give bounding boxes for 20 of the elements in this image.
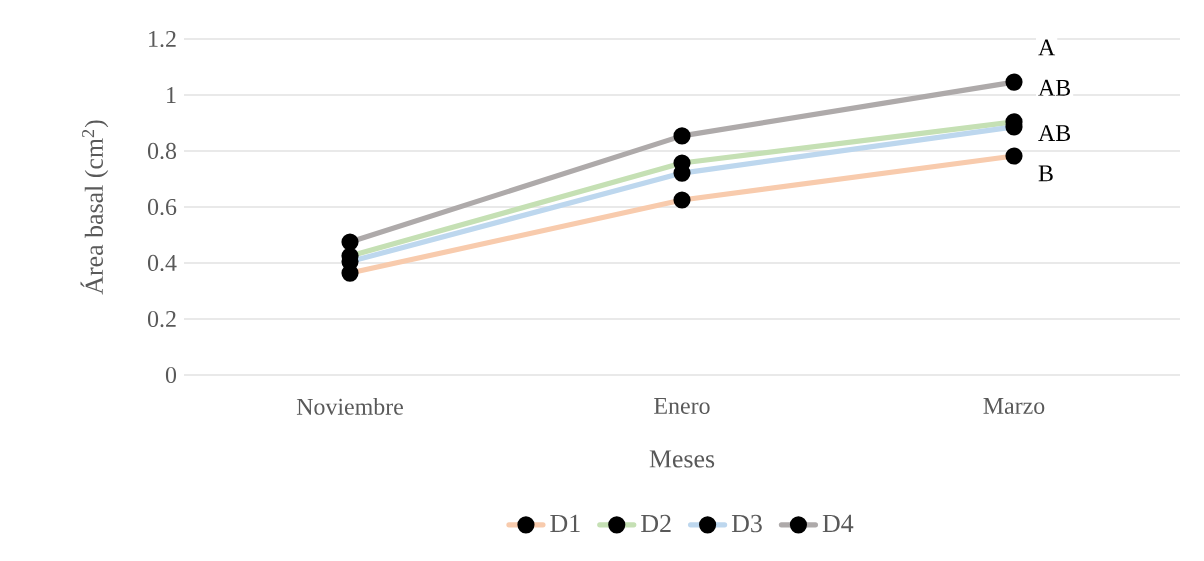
legend-label: D1 xyxy=(550,514,580,532)
annotation: AB xyxy=(1038,79,1071,96)
annotation: AB xyxy=(1038,125,1071,141)
x-axis-title: Meses xyxy=(649,450,715,468)
y-tick-label: 1.2 xyxy=(149,30,176,48)
x-tick-label: Marzo xyxy=(983,398,1045,414)
x-tick-label: Enero xyxy=(654,398,710,414)
legend-label: D2 xyxy=(641,514,671,532)
y-tick-label: 1 xyxy=(167,87,176,103)
y-axis-title: Área basal (cm$^{2}$) xyxy=(80,120,109,295)
y-tick-label: 0.8 xyxy=(147,142,177,160)
y-tick-label: 0.6 xyxy=(147,198,177,216)
x-tick-label: Noviembre xyxy=(296,398,403,415)
y-tick-label: 0.4 xyxy=(147,254,177,272)
legend-label: D3 xyxy=(731,514,762,533)
annotation: A xyxy=(1038,39,1056,56)
legend-label: D4 xyxy=(822,514,854,532)
y-tick-label: 0.2 xyxy=(147,310,176,328)
annotation: B xyxy=(1038,165,1053,182)
y-tick-label: 0 xyxy=(165,366,177,384)
